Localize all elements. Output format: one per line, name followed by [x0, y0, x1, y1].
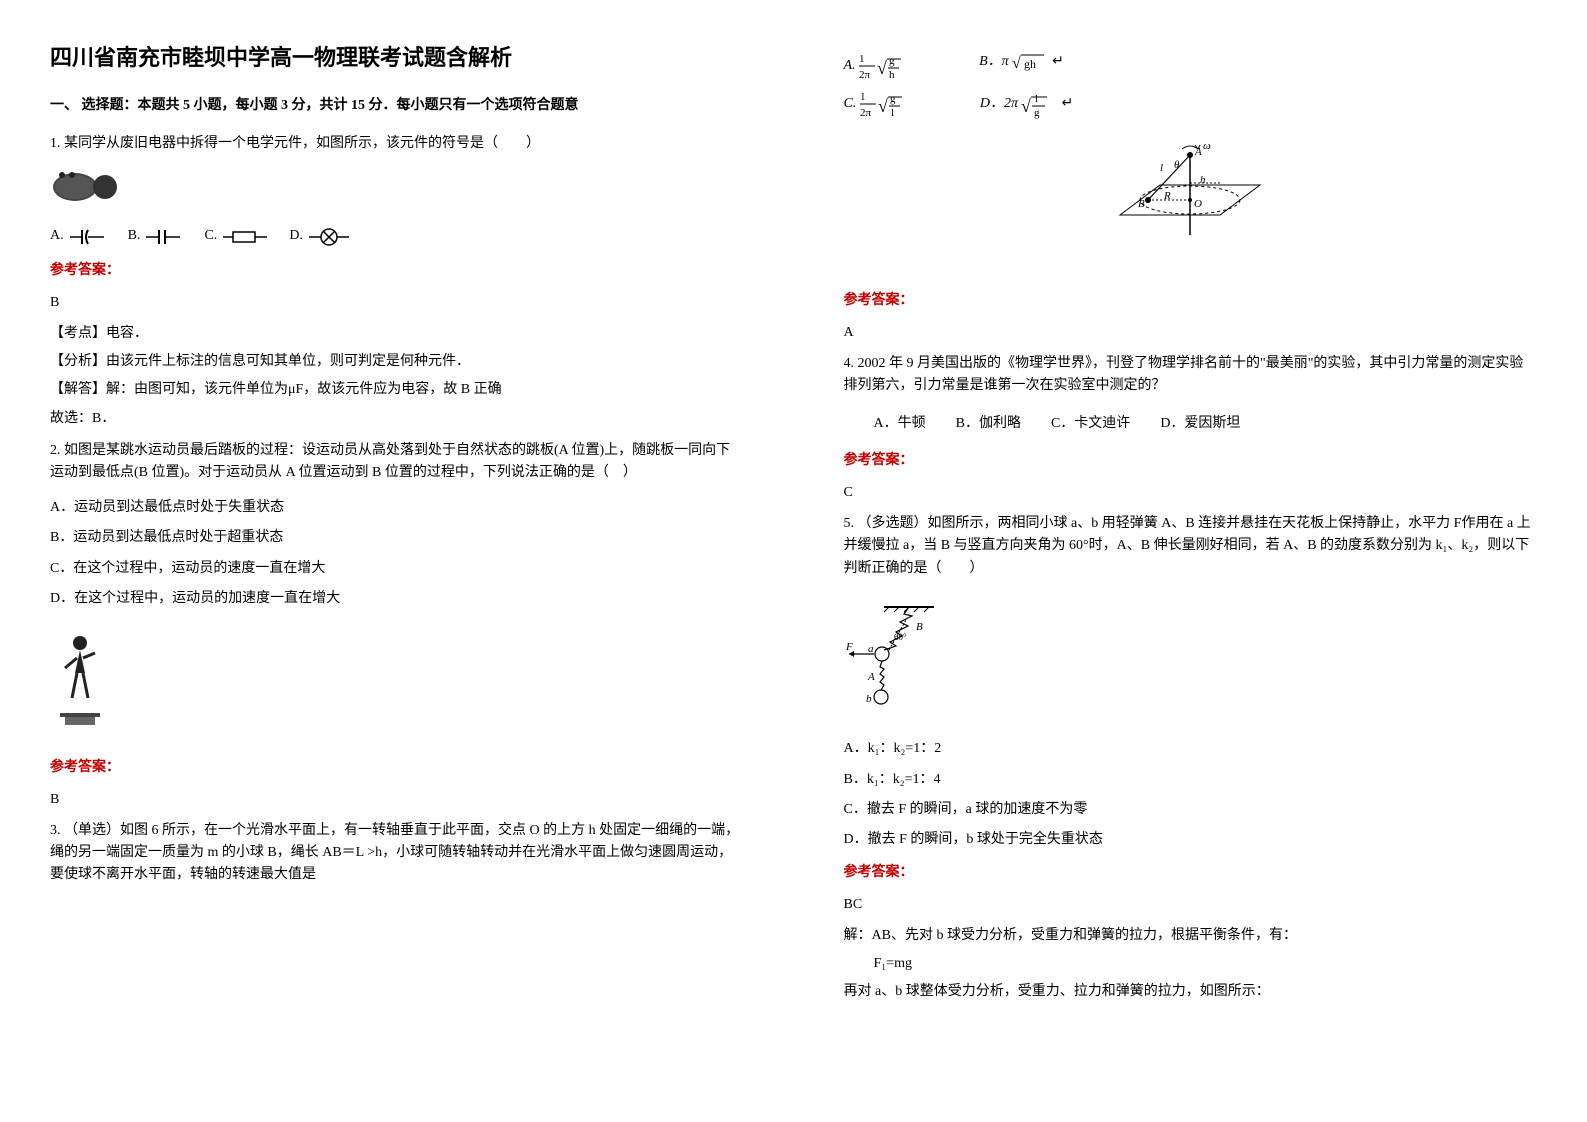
svg-text:2π: 2π	[859, 69, 871, 81]
svg-text:F: F	[845, 641, 853, 653]
q2-answer-label: 参考答案：	[50, 757, 744, 779]
q1-opt-a: A.	[50, 225, 108, 247]
q3-formula-b: B．π √ gh ↵	[979, 50, 1064, 82]
q5-opt-a: A．k₁：k₂=1：2	[844, 738, 1538, 760]
question-4: 4. 2002 年 9 月美国出版的《物理学世界》，刊登了物理学排名前十的"最美…	[844, 353, 1538, 398]
q1-opt-d: D.	[289, 225, 351, 247]
right-column: A. 1 2π √ g h B．π √ gh ↵	[794, 0, 1587, 1122]
svg-text:O: O	[1194, 198, 1202, 210]
q2-opt-a: A．运动员到达最低点时处于失重状态	[50, 497, 744, 519]
q4-opt-a: A．牛顿	[874, 413, 926, 435]
svg-text:h: h	[1200, 174, 1206, 186]
svg-text:ω: ω	[1203, 140, 1211, 152]
svg-text:√: √	[877, 58, 887, 78]
q2-answer: B	[50, 789, 744, 811]
svg-text:gh: gh	[1024, 57, 1036, 71]
svg-text:a: a	[868, 643, 874, 655]
left-column: 四川省南充市睦坝中学高一物理联考试题含解析 一、 选择题：本题共 5 小题，每小…	[0, 0, 794, 1122]
q1-answer: B	[50, 292, 744, 314]
q5-opt-c: C．撤去 F 的瞬间，a 球的加速度不为零	[844, 799, 1538, 821]
svg-text:A: A	[867, 671, 875, 683]
question-5: 5. （多选题）如图所示，两相同小球 a、b 用轻弹簧 A、B 连接并悬挂在天花…	[844, 513, 1538, 580]
section-1-header: 一、 选择题：本题共 5 小题，每小题 3 分，共计 15 分．每小题只有一个选…	[50, 95, 744, 117]
q1-opt-c: C.	[204, 225, 269, 247]
question-3: 3. （单选）如图 6 所示，在一个光滑水平面上，有一转轴垂直于此平面，交点 O…	[50, 820, 744, 887]
q5-opt-b: B．k₁：k₂=1：4	[844, 769, 1538, 791]
q2-opt-b: B．运动员到达最低点时处于超重状态	[50, 527, 744, 549]
q2-opt-d: D．在这个过程中，运动员的加速度一直在增大	[50, 588, 744, 610]
q4-opt-d: D．爱因斯坦	[1160, 413, 1240, 435]
svg-text:60°: 60°	[894, 632, 907, 642]
q2-opt-c: C．在这个过程中，运动员的速度一直在增大	[50, 558, 744, 580]
svg-text:1: 1	[859, 53, 865, 65]
svg-text:√: √	[878, 96, 888, 116]
svg-text:θ: θ	[1174, 159, 1180, 171]
q5-opt-d: D．撤去 F 的瞬间，b 球处于完全失重状态	[844, 829, 1538, 851]
q1-analysis-1: 【考点】电容．	[50, 323, 744, 345]
svg-text:g: g	[890, 93, 896, 105]
component-image	[50, 167, 744, 213]
svg-text:h: h	[889, 69, 895, 81]
q1-opt-b: B.	[128, 225, 185, 247]
rotation-diagram: A B O l h R θ ω	[1100, 135, 1280, 275]
opt-d-label: D.	[289, 225, 303, 247]
q4-opt-b: B．伽利略	[956, 413, 1021, 435]
q5-solution-1: 解：AB、先对 b 球受力分析，受重力和弹簧的拉力，根据平衡条件，有：	[844, 925, 1538, 947]
q4-opt-c: C．卡文迪许	[1051, 413, 1130, 435]
q3-answer: A	[844, 322, 1538, 344]
svg-text:√: √	[1012, 55, 1021, 72]
resistor-icon	[221, 227, 269, 247]
svg-text:2π: 2π	[860, 107, 872, 119]
capacitor-polar-icon	[68, 227, 108, 247]
svg-text:l: l	[1035, 93, 1038, 105]
q5-answer-label: 参考答案：	[844, 862, 1538, 884]
opt-c-label: C.	[204, 225, 217, 247]
q5-solution-3: 再对 a、b 球整体受力分析，受重力、拉力和弹簧的拉力，如图所示：	[844, 981, 1538, 1003]
q3-formula-d: D．2π √ l g ↵	[980, 88, 1073, 120]
svg-text:1: 1	[860, 91, 866, 103]
q4-options: A．牛顿 B．伽利略 C．卡文迪许 D．爱因斯坦	[874, 413, 1538, 435]
q1-analysis-2: 【分析】由该元件上标注的信息可知其单位，则可判定是何种元件．	[50, 351, 744, 373]
exam-title: 四川省南充市睦坝中学高一物理联考试题含解析	[50, 40, 744, 75]
svg-text:g: g	[889, 55, 895, 67]
q1-options-row: A. B. C. D.	[50, 225, 744, 247]
svg-text:√: √	[1021, 96, 1031, 116]
svg-text:b: b	[866, 693, 872, 705]
svg-text:l: l	[891, 107, 894, 119]
diver-image	[50, 618, 744, 746]
q5-solution-2: F₁=mg	[874, 953, 1538, 975]
svg-text:B: B	[916, 621, 923, 633]
question-1: 1. 某同学从废旧电器中拆得一个电学元件，如图所示，该元件的符号是（ ）	[50, 133, 744, 155]
lamp-icon	[307, 227, 351, 247]
svg-text:l: l	[1160, 162, 1163, 174]
q4-answer-label: 参考答案：	[844, 450, 1538, 472]
opt-b-label: B.	[128, 225, 141, 247]
q3-formulas: A. 1 2π √ g h B．π √ gh ↵	[844, 50, 1538, 120]
q3-answer-label: 参考答案：	[844, 290, 1538, 312]
q5-answer: BC	[844, 894, 1538, 916]
svg-text:g: g	[1034, 107, 1040, 119]
question-2: 2. 如图是某跳水运动员最后踏板的过程：设运动员从高处落到处于自然状态的跳板(A…	[50, 440, 744, 485]
opt-a-label: A.	[50, 225, 64, 247]
svg-text:B: B	[1138, 198, 1145, 210]
q1-analysis-3: 【解答】解：由图可知，该元件单位为μF，故该元件应为电容，故 B 正确	[50, 379, 744, 401]
q1-analysis-4: 故选：B．	[50, 408, 744, 430]
q4-answer: C	[844, 482, 1538, 504]
q3-formula-c: C. 1 2π √ g l	[844, 88, 920, 120]
q1-answer-label: 参考答案：	[50, 260, 744, 282]
capacitor-icon	[144, 227, 184, 247]
q3-formula-a: A. 1 2π √ g h	[844, 50, 920, 82]
spring-diagram: B a F 60° A b	[844, 592, 1538, 730]
